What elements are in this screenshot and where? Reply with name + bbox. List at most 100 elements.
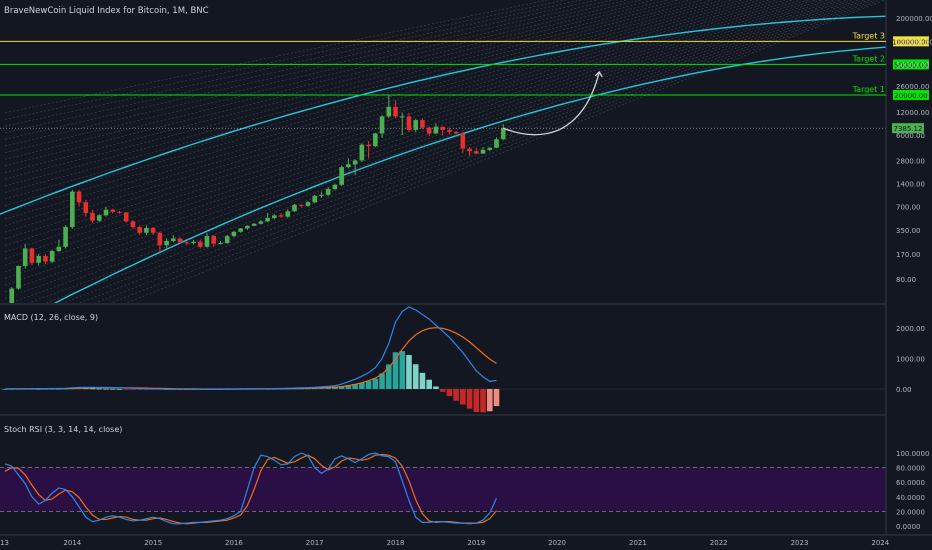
projection-arrow <box>503 71 600 136</box>
candle <box>177 238 183 243</box>
fan-line <box>4 0 802 259</box>
candle <box>22 248 28 267</box>
price-tick-label: 2800.00 <box>896 157 925 165</box>
time-tick-label: 2021 <box>629 539 647 547</box>
projection-arrowhead <box>594 70 603 78</box>
candle <box>251 223 257 226</box>
stoch-tick-label: 80.0000 <box>896 465 925 473</box>
upper-channel-line <box>0 15 886 215</box>
price-pane[interactable] <box>0 0 932 365</box>
price-tick-label: 1400.00 <box>896 181 925 189</box>
candle <box>480 149 486 154</box>
macd-histogram-bar <box>412 364 419 389</box>
macd-histogram-bar <box>406 355 412 389</box>
last-price-label: 7385.12 <box>894 125 923 133</box>
candle <box>433 126 439 134</box>
time-tick-label: 2017 <box>306 539 324 547</box>
time-tick-label: 2023 <box>791 539 809 547</box>
candle <box>272 215 277 218</box>
macd-histogram-bar <box>493 389 500 407</box>
candle <box>157 232 163 246</box>
macd-tick-label: 2000.00 <box>896 325 925 333</box>
candle <box>171 238 176 242</box>
candle <box>191 241 196 244</box>
candle <box>150 227 156 233</box>
price-tick-label: 700.00 <box>896 204 921 212</box>
price-tick-label: 100000.00 <box>896 38 932 46</box>
last-price-badge <box>892 123 924 134</box>
macd-histogram-bar <box>439 389 446 392</box>
chart-title: BraveNewCoin Liquid Index for Bitcoin, 1… <box>4 6 209 16</box>
stoch-tick-label: 20.0000 <box>896 508 925 516</box>
candle <box>440 126 445 130</box>
time-tick-label: 2024 <box>871 539 889 547</box>
stoch-tick-label: 100.0000 <box>896 450 929 458</box>
price-tick-label: 80.00 <box>896 276 916 284</box>
target-label: Target 3 <box>852 31 885 40</box>
stoch-tick-label: 0.0000 <box>896 523 921 531</box>
candle <box>413 120 419 130</box>
stoch-rsi-title: Stoch RSI (3, 3, 14, 14, close) <box>4 425 123 434</box>
candle <box>144 227 149 233</box>
candle <box>426 127 432 134</box>
macd-histogram-bar <box>116 388 123 390</box>
candle <box>352 160 358 165</box>
fan-line <box>62 0 865 303</box>
candle <box>319 194 324 196</box>
price-tick-label: 12000.00 <box>896 109 929 117</box>
candle <box>211 236 217 244</box>
candle <box>218 243 223 245</box>
macd-histogram-bar <box>325 387 331 389</box>
candle <box>373 133 378 147</box>
fan-line <box>110 0 881 303</box>
stoch-rsi-pane[interactable] <box>0 452 886 525</box>
candle <box>393 106 398 117</box>
fan-line <box>4 0 778 240</box>
fan-line <box>4 0 714 193</box>
candle <box>110 209 116 212</box>
fan-line <box>4 0 753 220</box>
candle <box>332 184 338 190</box>
candle <box>420 120 425 128</box>
candle <box>137 227 142 233</box>
macd-histogram-bar <box>446 389 453 397</box>
fan-line <box>4 0 549 114</box>
candle <box>29 248 35 263</box>
candle <box>339 167 344 185</box>
macd-histogram-bar <box>419 372 426 389</box>
candle <box>63 227 68 247</box>
candle <box>36 255 41 263</box>
stoch-k-line <box>4 452 498 525</box>
macd-histogram-bar <box>399 351 406 389</box>
candle <box>447 129 452 132</box>
candle <box>43 255 48 262</box>
macd-histogram-bar <box>103 388 109 390</box>
macd-histogram-bar <box>486 389 493 412</box>
fan-line <box>78 0 870 303</box>
fan-line <box>4 0 628 147</box>
fan-line <box>4 0 823 279</box>
time-tick-label: 13 <box>0 539 9 547</box>
fan-line <box>4 0 743 213</box>
candle <box>70 191 75 228</box>
target-price-label: 100000.00 <box>892 38 930 46</box>
macd-histogram-bar <box>426 379 432 389</box>
fan-line <box>27 0 854 303</box>
stoch-band <box>0 467 886 512</box>
price-tick-label: 200000.00 <box>896 15 932 23</box>
macd-histogram-bar <box>352 383 358 389</box>
macd-histogram-bar <box>460 389 466 405</box>
macd-pane[interactable] <box>0 306 886 413</box>
time-tick-label: 2015 <box>144 539 162 547</box>
candle <box>278 215 284 217</box>
candle <box>359 144 365 161</box>
macd-histogram-bar <box>480 389 486 413</box>
stoch-tick-label: 60.0000 <box>896 479 925 487</box>
macd-histogram-bar <box>82 388 89 390</box>
fan-line <box>4 0 786 246</box>
time-tick-label: 2014 <box>63 539 81 547</box>
fan-line <box>4 0 655 160</box>
